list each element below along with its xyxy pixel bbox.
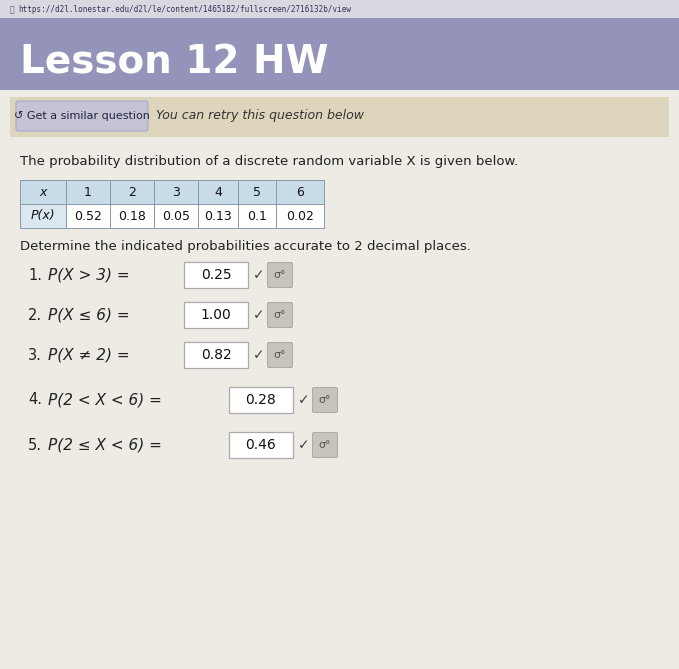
Text: ✓: ✓ xyxy=(253,268,265,282)
Text: 0.46: 0.46 xyxy=(246,438,276,452)
Text: 5: 5 xyxy=(253,185,261,199)
Text: 4.: 4. xyxy=(28,393,42,407)
FancyBboxPatch shape xyxy=(154,180,198,204)
FancyBboxPatch shape xyxy=(268,302,293,328)
Text: 0.1: 0.1 xyxy=(247,209,267,223)
Text: 1.00: 1.00 xyxy=(200,308,232,322)
Text: ✓: ✓ xyxy=(298,438,310,452)
Text: Lesson 12 HW: Lesson 12 HW xyxy=(20,44,329,82)
Text: 0.18: 0.18 xyxy=(118,209,146,223)
FancyBboxPatch shape xyxy=(20,180,66,204)
Text: σ°: σ° xyxy=(318,395,331,405)
FancyBboxPatch shape xyxy=(110,204,154,228)
Text: 0.13: 0.13 xyxy=(204,209,232,223)
Text: 3: 3 xyxy=(172,185,180,199)
Text: You can retry this question below: You can retry this question below xyxy=(156,110,364,122)
Text: 2.: 2. xyxy=(28,308,42,322)
Text: 1.: 1. xyxy=(28,268,42,282)
Text: 3.: 3. xyxy=(28,347,42,363)
Text: 🔒: 🔒 xyxy=(10,5,15,15)
Text: σ°: σ° xyxy=(274,310,287,320)
Text: 2: 2 xyxy=(128,185,136,199)
Text: Determine the indicated probabilities accurate to 2 decimal places.: Determine the indicated probabilities ac… xyxy=(20,240,471,253)
FancyBboxPatch shape xyxy=(0,90,679,669)
FancyBboxPatch shape xyxy=(238,204,276,228)
FancyBboxPatch shape xyxy=(0,0,679,18)
FancyBboxPatch shape xyxy=(16,101,148,131)
FancyBboxPatch shape xyxy=(184,262,248,288)
FancyBboxPatch shape xyxy=(238,180,276,204)
Text: 0.52: 0.52 xyxy=(74,209,102,223)
Text: P(2 < X < 6) =: P(2 < X < 6) = xyxy=(48,393,162,407)
Text: 0.82: 0.82 xyxy=(200,348,232,362)
Text: ↺ Get a similar question: ↺ Get a similar question xyxy=(14,111,150,121)
FancyBboxPatch shape xyxy=(276,180,324,204)
Text: ✓: ✓ xyxy=(253,308,265,322)
FancyBboxPatch shape xyxy=(154,204,198,228)
Text: P(X ≤ 6) =: P(X ≤ 6) = xyxy=(48,308,130,322)
Text: 4: 4 xyxy=(214,185,222,199)
Text: https://d2l.lonestar.edu/d2l/le/content/1465182/fullscreen/2716132b/view: https://d2l.lonestar.edu/d2l/le/content/… xyxy=(18,5,351,15)
FancyBboxPatch shape xyxy=(198,180,238,204)
FancyBboxPatch shape xyxy=(184,302,248,328)
FancyBboxPatch shape xyxy=(229,387,293,413)
FancyBboxPatch shape xyxy=(312,387,337,413)
Text: P(X > 3) =: P(X > 3) = xyxy=(48,268,130,282)
Text: ✓: ✓ xyxy=(253,348,265,362)
FancyBboxPatch shape xyxy=(184,342,248,368)
FancyBboxPatch shape xyxy=(268,343,293,367)
FancyBboxPatch shape xyxy=(268,262,293,288)
FancyBboxPatch shape xyxy=(10,97,669,137)
Text: 0.05: 0.05 xyxy=(162,209,190,223)
Text: 1: 1 xyxy=(84,185,92,199)
FancyBboxPatch shape xyxy=(229,432,293,458)
Text: 6: 6 xyxy=(296,185,304,199)
Text: P(2 ≤ X < 6) =: P(2 ≤ X < 6) = xyxy=(48,438,162,452)
FancyBboxPatch shape xyxy=(66,180,110,204)
Text: 5.: 5. xyxy=(28,438,42,452)
FancyBboxPatch shape xyxy=(276,204,324,228)
Text: P(X ≠ 2) =: P(X ≠ 2) = xyxy=(48,347,130,363)
Text: σ°: σ° xyxy=(274,270,287,280)
Text: σ°: σ° xyxy=(318,440,331,450)
FancyBboxPatch shape xyxy=(0,18,679,90)
FancyBboxPatch shape xyxy=(20,204,66,228)
FancyBboxPatch shape xyxy=(198,204,238,228)
Text: P(x): P(x) xyxy=(31,209,55,223)
Text: The probability distribution of a discrete random variable X is given below.: The probability distribution of a discre… xyxy=(20,155,518,168)
Text: 0.28: 0.28 xyxy=(246,393,276,407)
FancyBboxPatch shape xyxy=(110,180,154,204)
Text: 0.25: 0.25 xyxy=(201,268,232,282)
FancyBboxPatch shape xyxy=(66,204,110,228)
Text: x: x xyxy=(39,185,47,199)
Text: σ°: σ° xyxy=(274,350,287,360)
Text: 0.02: 0.02 xyxy=(286,209,314,223)
Text: ✓: ✓ xyxy=(298,393,310,407)
FancyBboxPatch shape xyxy=(312,432,337,458)
